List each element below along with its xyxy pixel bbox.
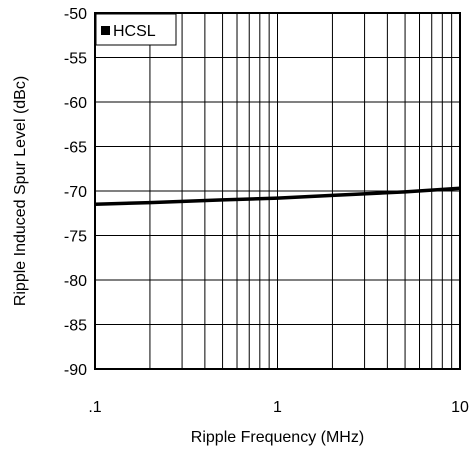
x-axis-title: Ripple Frequency (MHz) — [191, 429, 364, 446]
y-tick-label: -60 — [64, 95, 87, 112]
y-tick-label: -85 — [64, 318, 87, 335]
y-tick-labels: -50 -55 -60 -65 -70 -75 -80 -85 -90 — [64, 6, 87, 379]
y-tick-label: -50 — [64, 6, 87, 23]
plot-frame — [94, 12, 461, 370]
legend-label-hcsl: HCSL — [113, 23, 156, 40]
y-tick-label: -75 — [64, 229, 87, 246]
x-tick-label: 10 — [451, 399, 469, 416]
y-tick-label: -55 — [64, 51, 87, 68]
y-tick-label: -65 — [64, 140, 87, 157]
y-tick-label: -80 — [64, 273, 87, 290]
x-tick-labels: .1 1 10 — [88, 399, 469, 416]
series-line-hcsl — [94, 186, 461, 207]
y-tick-label: -90 — [64, 362, 87, 379]
y-tick-label: -70 — [64, 184, 87, 201]
legend-swatch-hcsl — [101, 26, 110, 35]
x-tick-label: .1 — [88, 399, 101, 416]
series-layer — [94, 186, 461, 207]
grid-lines — [95, 13, 460, 369]
x-tick-label: 1 — [273, 399, 282, 416]
y-axis-title: Ripple Induced Spur Level (dBc) — [12, 76, 29, 306]
legend: HCSL — [95, 13, 177, 46]
